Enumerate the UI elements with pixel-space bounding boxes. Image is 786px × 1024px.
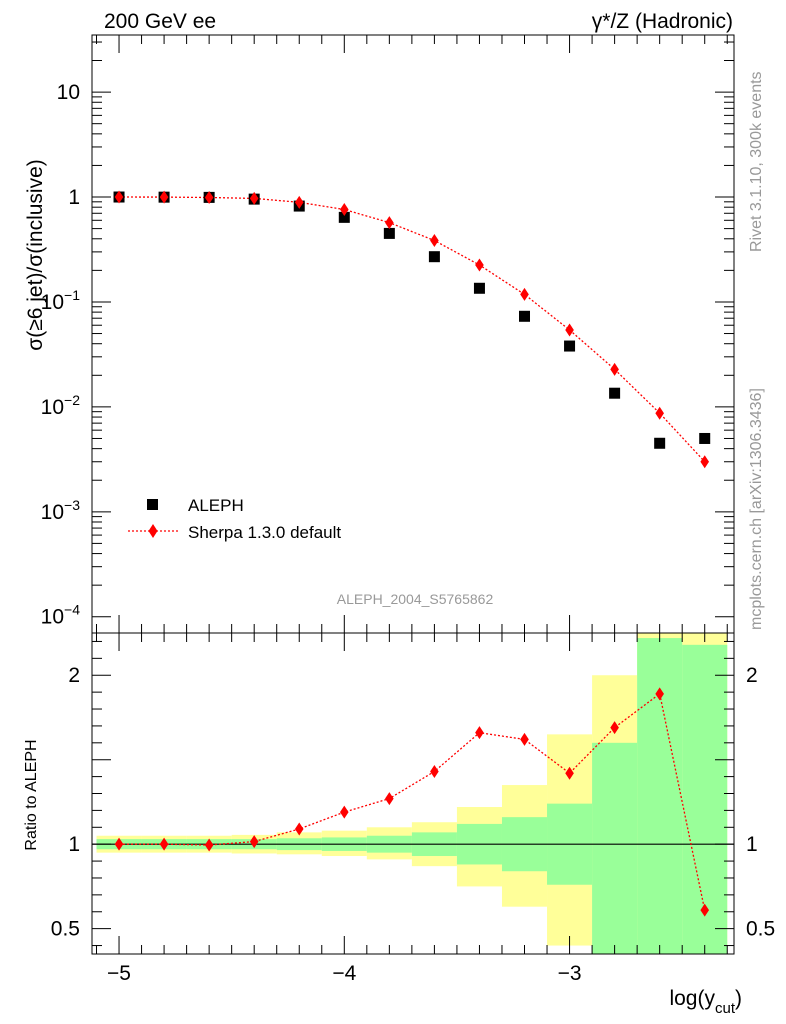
main-axis-ticks: 10 1 10−1 10−2 10−3 10−4 <box>41 35 734 633</box>
ratio-sherpa-point <box>430 765 439 779</box>
legend-sherpa-label: Sherpa 1.3.0 default <box>188 523 341 542</box>
main-y-axis-label: σ(≥6 jet)/σ(inclusive) <box>24 159 47 350</box>
y-tick-label: 10−2 <box>41 392 81 419</box>
y-tick-label: 10−3 <box>41 497 81 524</box>
ratio-sherpa-point <box>339 805 349 819</box>
y-tick-label: 1 <box>68 186 80 209</box>
ratio-sherpa-point <box>520 732 529 746</box>
x-tick-label: −4 <box>332 962 356 985</box>
sherpa-point <box>565 323 574 337</box>
ratio-sherpa-point <box>655 687 664 701</box>
ratio-plot-frame <box>91 632 735 955</box>
aleph-point <box>564 340 576 352</box>
aleph-point <box>428 251 440 263</box>
sherpa-point <box>204 190 214 204</box>
aleph-point <box>699 432 711 444</box>
ratio-y-axis-label: Ratio to ALEPH <box>23 739 40 850</box>
main-data-marks <box>113 190 711 469</box>
ratio-y-tick-label-right: 0.5 <box>746 918 775 941</box>
aleph-point <box>609 387 621 399</box>
sherpa-point <box>520 287 529 301</box>
ratio-band-inner <box>637 638 683 954</box>
ratio-band-inner <box>592 742 638 954</box>
ratio-panel: 2 2 1 1 0.5 0.5 −5 −4 −3 Ratio to ALEPH log(ycut… <box>23 632 775 1017</box>
aleph-point <box>338 211 350 223</box>
sherpa-point <box>430 234 439 248</box>
ratio-band-inner <box>682 644 728 954</box>
ratio-sherpa-point <box>385 792 394 806</box>
sherpa-point <box>339 203 349 217</box>
ratio-data-marks <box>92 687 734 917</box>
y-tick-label: 10−1 <box>41 287 81 314</box>
main-panel: 10 1 10−1 10−2 10−3 10−4 σ(≥6 jet)/σ(inclusiv… <box>24 34 735 634</box>
ratio-y-tick-label: 1 <box>68 833 80 856</box>
ratio-sherpa-line <box>119 692 706 911</box>
x-tick-label: −5 <box>107 962 131 985</box>
ratio-sherpa-point <box>610 721 619 735</box>
ratio-sherpa-point <box>565 766 574 780</box>
y-tick-label: 10−4 <box>41 602 81 629</box>
sherpa-point <box>700 455 710 469</box>
mcplots-reference-label: mcplots.cern.ch [arXiv:1306.3436] <box>748 388 765 630</box>
ratio-y-tick-label-right: 2 <box>746 664 758 687</box>
ratio-y-tick-label-right: 1 <box>746 833 758 856</box>
ratio-sherpa-point <box>114 837 124 851</box>
header-energy-label: 200 GeV ee <box>104 10 216 33</box>
sherpa-point <box>610 362 619 376</box>
ratio-axis-ticks: 2 2 1 1 0.5 0.5 −5 −4 −3 <box>51 633 775 985</box>
main-plot-frame <box>91 34 735 634</box>
legend-sherpa-marker <box>148 524 158 538</box>
x-axis-label: log(ycut) <box>669 987 742 1017</box>
sherpa-point <box>475 258 484 272</box>
aleph-point <box>654 437 666 449</box>
ratio-sherpa-point <box>204 838 214 852</box>
ratio-sherpa-point <box>294 822 304 836</box>
sherpa-point <box>159 190 169 204</box>
analysis-watermark: ALEPH_2004_S5765862 <box>337 591 494 607</box>
sherpa-point <box>249 191 259 205</box>
rivet-version-label: Rivet 3.1.10, 300k events <box>748 71 765 252</box>
sherpa-point <box>385 216 394 230</box>
ratio-y-tick-label: 0.5 <box>51 918 80 941</box>
y-tick-label: 10 <box>57 81 80 104</box>
sherpa-point <box>655 406 664 420</box>
ratio-y-tick-label: 2 <box>68 664 80 687</box>
ratio-uncertainty-bands <box>96 633 728 954</box>
header-process-label: γ*/Z (Hadronic) <box>592 10 733 33</box>
aleph-point <box>383 227 395 239</box>
ratio-sherpa-point <box>249 835 259 849</box>
sherpa-line <box>118 196 706 463</box>
ratio-sherpa-point <box>475 726 484 740</box>
ratio-sherpa-point <box>159 837 169 851</box>
ratio-sherpa-point <box>700 903 710 917</box>
legend-aleph-label: ALEPH <box>188 496 244 515</box>
legend-aleph-marker <box>147 499 158 510</box>
sherpa-point <box>294 195 304 209</box>
aleph-point <box>473 282 485 294</box>
legend: ALEPH Sherpa 1.3.0 default <box>128 496 341 542</box>
aleph-point <box>519 310 531 322</box>
sherpa-point <box>114 190 124 204</box>
x-tick-label: −3 <box>558 962 582 985</box>
